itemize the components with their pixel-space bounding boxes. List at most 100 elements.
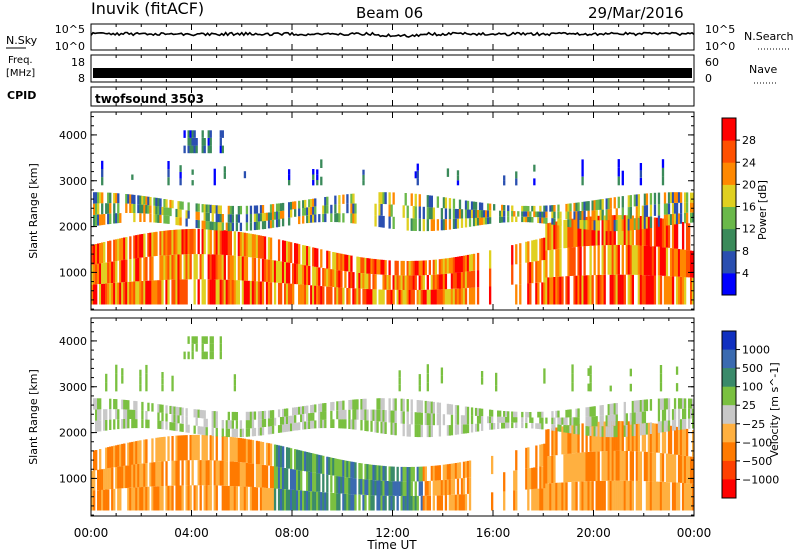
- heatmap-cell: [388, 192, 391, 205]
- heatmap-cell: [281, 210, 285, 219]
- heatmap-cell: [195, 344, 198, 352]
- heatmap-cell: [219, 351, 222, 360]
- heatmap-cell: [257, 441, 261, 465]
- heatmap-cell: [511, 422, 514, 429]
- heatmap-cell: [410, 466, 413, 482]
- heatmap-cell: [287, 241, 291, 263]
- heatmap-cell: [591, 422, 594, 452]
- heatmap-cell: [261, 213, 265, 222]
- heatmap-cell: [93, 203, 96, 215]
- heatmap-cell: [265, 281, 269, 305]
- heatmap-cell: [121, 466, 124, 489]
- heatmap-cell: [304, 490, 307, 511]
- heatmap-cell: [239, 205, 243, 215]
- heatmap-cell: [125, 419, 128, 429]
- heatmap-cell: [474, 423, 478, 432]
- heatmap-cell: [173, 406, 176, 415]
- heatmap-cell: [633, 194, 637, 207]
- heatmap-cell: [428, 480, 431, 496]
- heatmap-cell: [543, 376, 546, 384]
- heatmap-cell: [681, 483, 685, 511]
- heatmap-cell: [474, 217, 478, 226]
- heatmap-cell: [573, 275, 576, 305]
- heatmap-cell: [418, 260, 421, 276]
- heatmap-cell: [501, 216, 504, 223]
- heatmap-cell: [257, 427, 261, 436]
- heatmap-cell: [645, 481, 649, 511]
- heatmap-cell: [103, 489, 106, 511]
- heatmap-cell: [374, 215, 377, 227]
- heatmap-cell: [271, 410, 275, 418]
- heatmap-cell: [334, 195, 337, 205]
- heatmap-cell: [428, 401, 431, 414]
- heatmap-cell: [454, 218, 458, 229]
- heatmap-cell: [211, 411, 214, 420]
- heatmap-cell: [462, 255, 466, 272]
- heatmap-cell: [569, 417, 572, 426]
- heatmap-cell: [450, 463, 454, 480]
- heatmap-cell: [372, 495, 375, 511]
- heatmap-cell: [217, 213, 220, 223]
- heatmap-cell: [330, 269, 333, 287]
- heatmap-cell: [374, 409, 377, 422]
- heatmap-cell: [157, 198, 160, 207]
- heatmap-cell: [332, 269, 335, 287]
- heatmap-cell: [346, 194, 349, 204]
- heatmap-cell: [549, 277, 552, 305]
- heatmap-cell: [354, 419, 357, 430]
- heatmap-cell: [302, 215, 305, 224]
- heatmap-cell: [263, 259, 267, 282]
- heatmap-cell: [115, 399, 118, 410]
- heatmap-cell: [298, 422, 301, 431]
- heatmap-cell: [201, 279, 204, 305]
- heatmap-cell: [404, 481, 407, 496]
- heatmap-cell: [511, 211, 514, 217]
- heatmap-cell: [300, 490, 303, 511]
- heatmap-cell: [181, 407, 184, 416]
- heatmap-cell: [611, 215, 614, 245]
- heatmap-cell: [657, 481, 661, 511]
- heatmap-cell: [539, 238, 542, 261]
- heatmap-cell: [681, 222, 685, 250]
- heatmap-cell: [454, 288, 458, 305]
- heatmap-cell: [149, 462, 152, 487]
- heatmap-cell: [454, 208, 458, 219]
- heatmap-cell: [533, 467, 536, 489]
- heatmap-cell: [645, 216, 649, 229]
- heatmap-cell: [607, 209, 610, 221]
- heatmap-cell: [334, 252, 337, 270]
- heatmap-cell: [95, 192, 98, 204]
- heatmap-cell: [139, 440, 142, 464]
- heatmap-cell: [123, 237, 126, 260]
- heatmap-cell: [117, 238, 120, 261]
- heatmap-cell: [456, 209, 460, 219]
- heatmap-cell: [663, 247, 667, 276]
- x-tick-label: 00:00: [74, 526, 109, 540]
- heatmap-cell: [641, 423, 645, 436]
- heatmap-cell: [257, 213, 261, 222]
- heatmap-cell: [609, 245, 612, 275]
- heatmap-cell: [581, 201, 584, 211]
- heatmap-cell: [364, 479, 367, 495]
- heatmap-cell: [127, 400, 130, 410]
- heatmap-cell: [237, 280, 241, 305]
- heatmap-cell: [298, 244, 301, 265]
- heatmap-cell: [330, 457, 333, 476]
- heatmap-cell: [358, 288, 361, 305]
- heatmap-cell: [583, 201, 586, 211]
- heatmap-cell: [175, 279, 178, 305]
- colorbar-tick-label: 28: [742, 134, 756, 147]
- heatmap-cell: [354, 409, 357, 420]
- heatmap-cell: [107, 468, 110, 490]
- heatmap-cell: [171, 422, 174, 431]
- heatmap-cell: [404, 193, 407, 206]
- heatmap-cell: [247, 463, 251, 487]
- heatmap-cell: [173, 229, 176, 255]
- heatmap-cell: [121, 375, 124, 384]
- heatmap-cell: [436, 480, 440, 496]
- heatmap-cell: [360, 419, 363, 431]
- heatmap-cell: [298, 264, 301, 285]
- heatmap-cell: [171, 200, 174, 209]
- heatmap-cell: [683, 428, 687, 456]
- heatmap-cell: [302, 490, 305, 511]
